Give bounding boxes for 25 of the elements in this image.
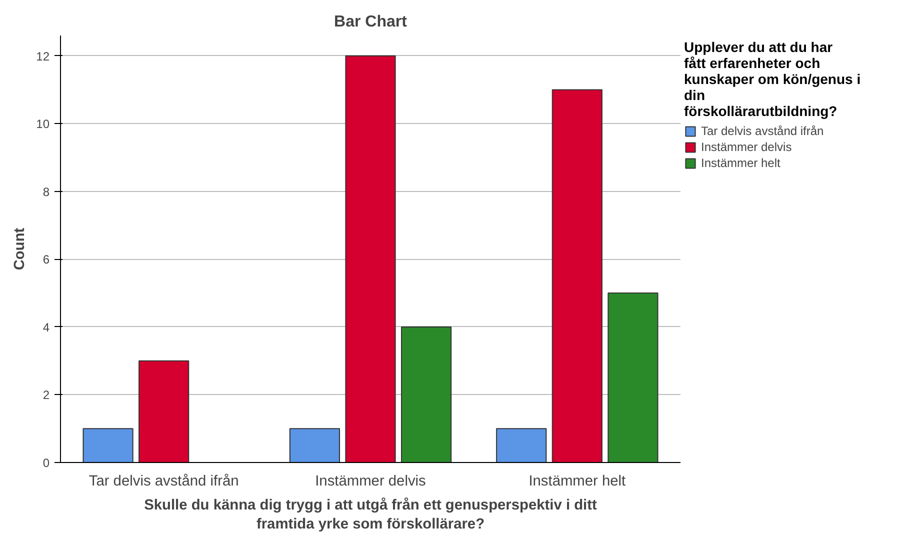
y-tick-label: 12 <box>36 49 50 64</box>
bar <box>552 89 602 462</box>
y-tick-label: 10 <box>36 117 50 132</box>
bar <box>289 428 340 462</box>
x-axis-title: Skulle du känna dig trygg i att utgå från ett genusperspektiv i ditt framtida yrke som förskollärare? <box>144 496 598 533</box>
y-tick-label: 2 <box>42 388 50 402</box>
x-tick-label: Tar delvis avstånd ifrån <box>88 474 239 490</box>
legend-title: Upplever du att du har fått erfarenheter och kunskaper om kön/genus i din förskollärarutbildning? <box>684 39 861 119</box>
bar <box>608 292 658 462</box>
bar <box>496 428 547 462</box>
bar <box>82 428 134 462</box>
y-axis-title: Count <box>12 228 28 270</box>
x-tick-label: Instämmer delvis <box>315 474 426 490</box>
y-tick-label: 6 <box>42 252 50 267</box>
legend-label: Tar delvis avstånd ifrån <box>701 124 824 138</box>
x-tick-label: Instämmer helt <box>528 474 626 490</box>
bar <box>138 360 190 462</box>
y-tick-label: 0 <box>42 456 50 470</box>
y-tick-label: 4 <box>42 320 50 334</box>
bar <box>401 326 452 462</box>
chart-title: Bar Chart <box>334 14 408 30</box>
legend-label: Instämmer helt <box>701 156 780 170</box>
y-tick-label: 8 <box>42 184 50 199</box>
legend-label: Instämmer delvis <box>701 140 792 154</box>
bar <box>345 55 396 462</box>
